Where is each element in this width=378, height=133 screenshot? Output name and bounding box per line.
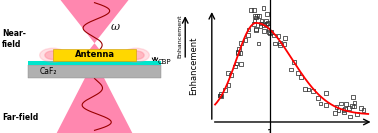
Point: [347, 115, 353, 118]
Point: [258, 22, 264, 24]
Text: CBP: CBP: [158, 59, 172, 65]
Point: [341, 111, 347, 113]
Point: [234, 62, 240, 65]
Polygon shape: [57, 78, 132, 133]
Point: [252, 15, 258, 17]
Bar: [28, 61, 161, 65]
Point: [302, 88, 308, 90]
Point: [238, 42, 244, 44]
Point: [246, 28, 252, 30]
Point: [343, 103, 349, 105]
Point: [282, 43, 288, 45]
Point: [238, 63, 244, 65]
Point: [248, 9, 254, 11]
Point: [272, 42, 278, 44]
Point: [269, 31, 275, 33]
Point: [341, 109, 347, 111]
Point: [222, 89, 228, 91]
Point: [218, 95, 224, 97]
Point: [257, 25, 263, 27]
Point: [264, 22, 270, 25]
Bar: [53, 49, 136, 61]
Point: [277, 42, 283, 44]
Point: [323, 92, 329, 94]
Point: [253, 16, 259, 18]
Point: [253, 29, 259, 31]
Text: ω: ω: [111, 22, 120, 32]
Point: [266, 31, 272, 33]
Point: [253, 28, 259, 30]
Point: [354, 113, 360, 115]
Point: [277, 44, 283, 46]
Point: [256, 42, 262, 44]
Point: [225, 72, 231, 74]
Point: [346, 107, 352, 109]
Ellipse shape: [123, 48, 149, 62]
Text: Near-
field: Near- field: [2, 28, 26, 49]
Point: [217, 94, 223, 97]
Point: [237, 52, 243, 54]
Text: CaF₂: CaF₂: [40, 67, 57, 76]
Point: [361, 109, 367, 111]
Point: [288, 68, 294, 71]
Point: [256, 15, 262, 17]
Point: [352, 101, 358, 104]
Point: [323, 104, 329, 106]
Point: [243, 39, 249, 41]
Point: [235, 52, 241, 54]
Point: [267, 32, 273, 35]
Point: [338, 103, 344, 105]
Point: [298, 76, 304, 78]
Point: [276, 35, 282, 37]
Point: [291, 61, 297, 63]
Point: [333, 106, 339, 108]
Point: [232, 66, 238, 68]
Text: Enhancement: Enhancement: [189, 37, 198, 95]
Point: [254, 14, 260, 17]
Bar: [28, 65, 161, 78]
Point: [226, 84, 232, 86]
Point: [342, 108, 348, 110]
Point: [349, 105, 355, 107]
Point: [261, 24, 267, 26]
Point: [318, 102, 324, 104]
Point: [310, 90, 316, 92]
Point: [265, 28, 271, 31]
Point: [260, 7, 266, 9]
Point: [295, 72, 301, 74]
Point: [234, 51, 240, 53]
Point: [264, 13, 270, 15]
Point: [263, 23, 269, 26]
Text: Enhancement: Enhancement: [177, 14, 182, 58]
Text: Far-field: Far-field: [2, 113, 38, 122]
Point: [350, 96, 356, 98]
Polygon shape: [60, 0, 129, 55]
Point: [228, 74, 234, 76]
Point: [259, 20, 265, 22]
Point: [263, 19, 269, 22]
Ellipse shape: [40, 48, 66, 62]
Point: [336, 109, 342, 111]
Point: [251, 19, 257, 22]
Text: Antenna: Antenna: [74, 50, 115, 59]
Text: 1: 1: [267, 129, 274, 133]
Point: [251, 9, 257, 11]
Point: [305, 88, 311, 91]
Point: [251, 23, 257, 25]
Point: [236, 48, 242, 50]
Point: [358, 107, 364, 109]
Point: [351, 105, 357, 107]
Point: [282, 37, 288, 39]
Point: [217, 93, 223, 95]
Point: [271, 34, 277, 36]
Point: [245, 34, 251, 36]
Ellipse shape: [45, 51, 61, 59]
Point: [265, 22, 271, 24]
Ellipse shape: [128, 51, 144, 59]
Point: [261, 30, 267, 32]
Point: [217, 94, 223, 96]
Point: [332, 112, 338, 114]
Point: [315, 97, 321, 99]
